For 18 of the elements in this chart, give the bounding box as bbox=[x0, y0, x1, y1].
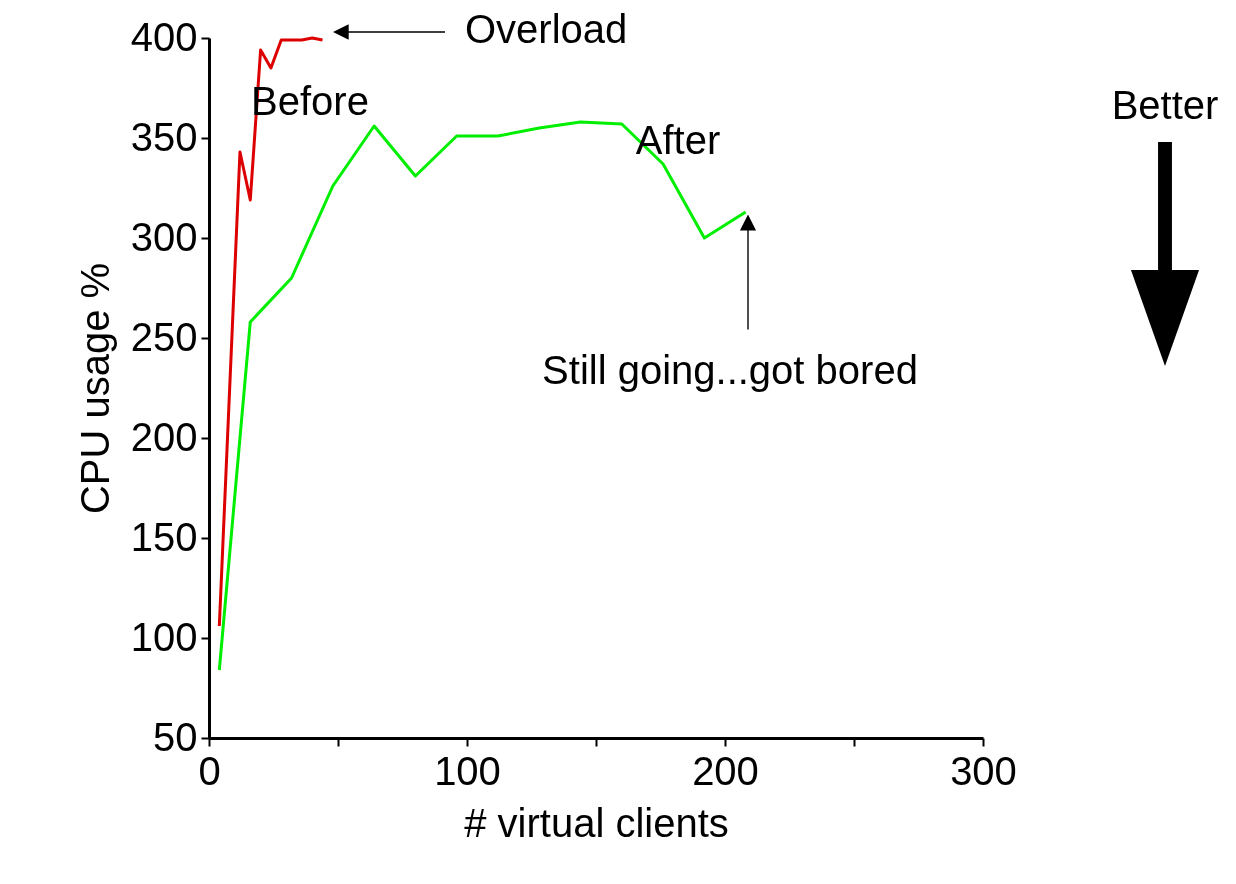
x-axis-title: # virtual clients bbox=[464, 800, 729, 845]
y-tick-label: 150 bbox=[130, 514, 198, 559]
text: Better bbox=[1111, 83, 1219, 127]
y-tick-label: 100 bbox=[130, 614, 198, 659]
y-tick-label: 200 bbox=[130, 414, 198, 459]
x-tick-label: 300 bbox=[950, 748, 1017, 793]
x-tick-label: 100 bbox=[434, 748, 501, 793]
y-tick-label: 250 bbox=[130, 314, 198, 359]
y-tick-label: 400 bbox=[130, 14, 198, 59]
y-axis-title: CPU usage % bbox=[72, 262, 117, 515]
y-tick-label: 300 bbox=[130, 214, 198, 259]
x-tick-label: 200 bbox=[692, 748, 759, 793]
y-tick-label: 350 bbox=[130, 114, 198, 159]
y-tick-label: 50 bbox=[153, 714, 198, 759]
annotation: Still going...got bored bbox=[542, 348, 918, 392]
annotation: Overload bbox=[465, 7, 628, 51]
x-tick-label: 0 bbox=[198, 748, 221, 793]
series-label: After bbox=[635, 118, 721, 162]
